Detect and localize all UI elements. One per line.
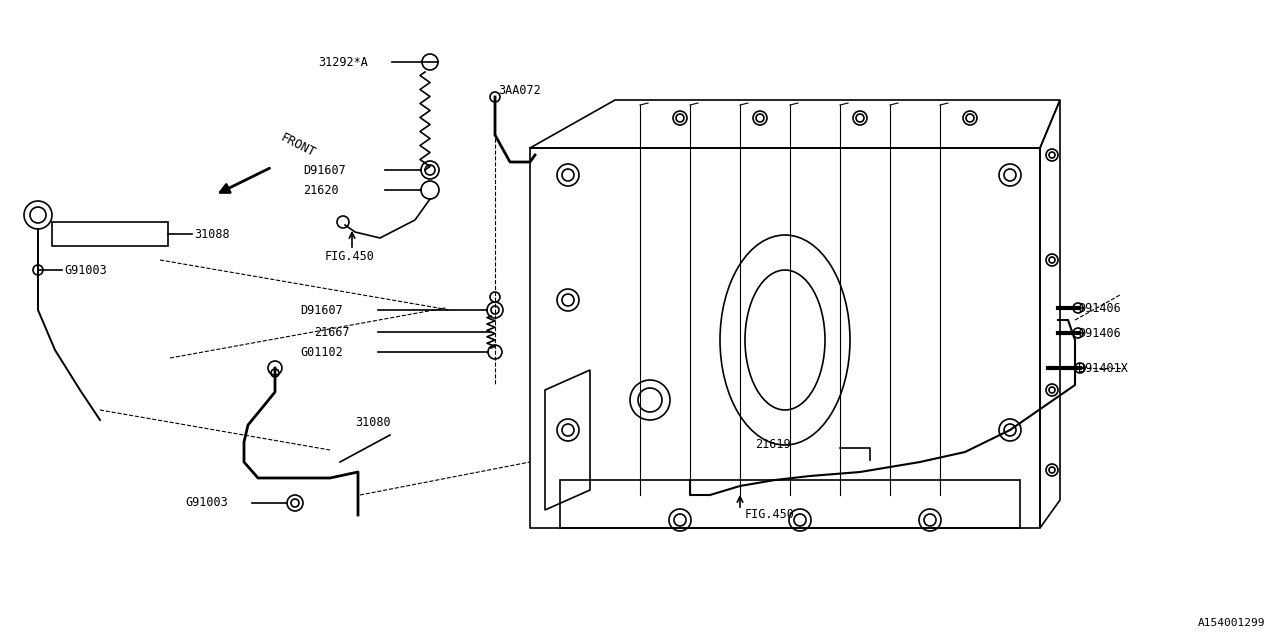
Text: A154001299: A154001299 <box>1198 618 1265 628</box>
Text: G91003: G91003 <box>186 497 228 509</box>
Text: B91401X: B91401X <box>1078 362 1128 374</box>
Text: D91406: D91406 <box>1078 301 1121 314</box>
Text: 31080: 31080 <box>355 415 390 429</box>
Text: 21620: 21620 <box>303 184 339 196</box>
Text: FIG.450: FIG.450 <box>745 509 795 522</box>
Text: D91607: D91607 <box>303 163 346 177</box>
Text: D91406: D91406 <box>1078 326 1121 339</box>
Text: D91607: D91607 <box>300 303 343 317</box>
Text: FIG.450: FIG.450 <box>325 250 375 262</box>
Text: 31292*A: 31292*A <box>317 56 367 68</box>
Text: 31088: 31088 <box>195 227 229 241</box>
Text: G01102: G01102 <box>300 346 343 358</box>
Text: G91003: G91003 <box>64 264 106 276</box>
Text: 21619: 21619 <box>755 438 791 451</box>
Text: FRONT: FRONT <box>278 131 317 160</box>
Text: 3AA072: 3AA072 <box>498 83 540 97</box>
Text: 21667: 21667 <box>314 326 349 339</box>
